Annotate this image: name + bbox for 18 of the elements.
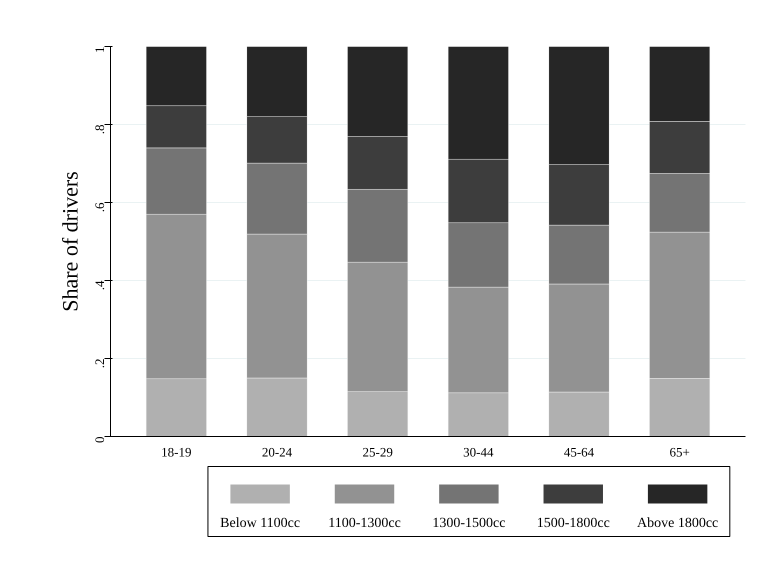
x-tick-label: 18-19: [161, 444, 192, 460]
x-tick-label: 45-64: [564, 444, 595, 460]
y-tick-label: .6: [92, 202, 107, 212]
legend-label: 1500-1800cc: [536, 516, 610, 531]
x-tick-label: 30-44: [463, 444, 494, 460]
x-tick-label: 25-29: [362, 444, 393, 460]
y-tick-label: .4: [92, 280, 107, 290]
y-tick-label: 0: [92, 436, 107, 443]
x-tick-label: 20-24: [262, 444, 293, 460]
y-tick-label: .2: [92, 358, 107, 368]
legend-label: 1100-1300cc: [328, 516, 401, 531]
legend-label: Above 1800cc: [637, 516, 718, 531]
y-axis-title: Share of drivers: [58, 171, 82, 312]
y-tick-label: .8: [92, 124, 107, 134]
legend-label: 1300-1500cc: [432, 516, 506, 531]
legend-label: Below 1100cc: [220, 516, 300, 531]
y-tick-label: 1: [92, 46, 107, 53]
x-tick-label: 65+: [670, 444, 690, 460]
